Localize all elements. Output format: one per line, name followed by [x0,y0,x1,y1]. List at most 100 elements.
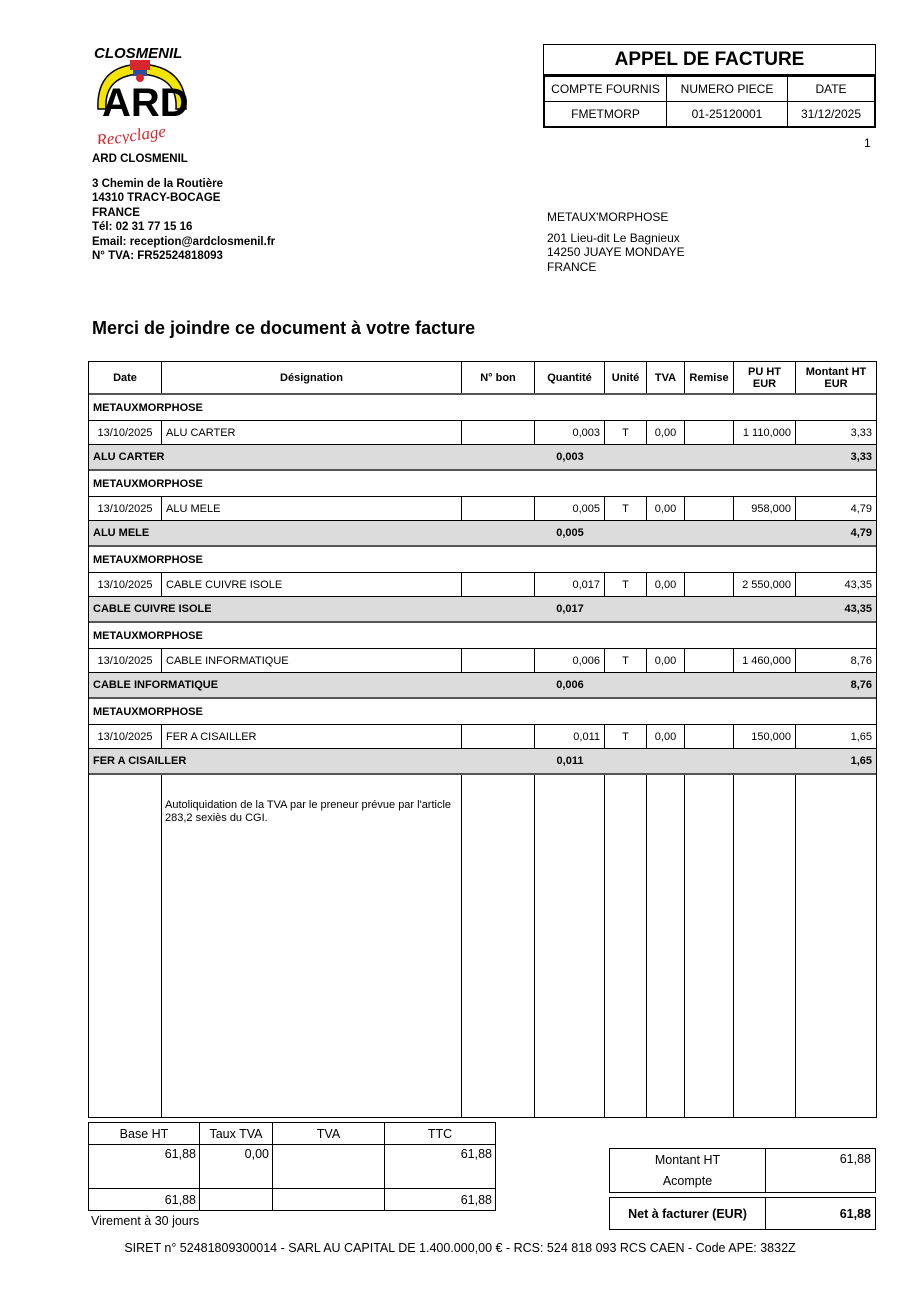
buyer-address1: 201 Lieu-dit Le Bagnieux [547,230,680,245]
subtotal-label: FER A CISAILLER [93,755,187,767]
subtotal-amount: 8,76 [850,679,872,691]
header-number: NUMERO PIECE [666,75,788,102]
totals-table: Montant HT Acompte 61,88 [609,1148,876,1193]
cell-pu: 2 550,000 [734,573,796,596]
subtotal-amount: 1,65 [850,755,872,767]
header-quantity: Quantité [535,362,605,393]
cell-remise [685,725,734,748]
column-divider [646,775,647,1118]
svg-text:ARD: ARD [102,81,189,125]
header-unit: Unité [605,362,647,393]
date-value: 31/12/2025 [787,100,875,127]
seller-country: FRANCE [92,206,140,219]
seller-info: ARD CLOSMENIL 3 Chemin de la Routière 14… [92,152,275,264]
cell-designation: CABLE INFORMATIQUE [162,649,462,672]
vat-note: Autoliquidation de la TVA par le preneur… [165,799,452,824]
table-row: 13/10/2025 CABLE CUIVRE ISOLE 0,017 T 0,00 2 … [89,573,876,597]
supplier-name: METAUXMORPHOSE [93,401,203,414]
cell-unit: T [605,649,647,672]
vat-rate: 0,00 [199,1144,273,1189]
cell-designation: FER A CISAILLER [162,725,462,748]
cell-designation: ALU MELE [162,497,462,520]
column-divider [161,775,162,1118]
subtotal-quantity: 0,006 [556,679,584,691]
cell-montant: 1,65 [850,730,872,743]
vat-header-tva: TVA [272,1122,385,1145]
montant-ht-value: 61,88 [839,1152,871,1166]
cell-pu: 958,000 [734,497,796,520]
cell-qty: 0,003 [535,421,605,444]
subtotal-row: ALU MELE 0,005 4,79 [89,521,876,547]
payment-terms: Virement à 30 jours [91,1214,200,1228]
montant-ht-label: Montant HT [654,1152,721,1167]
header-bon: N° bon [462,362,535,393]
seller-vat: N° TVA: FR52524818093 [92,250,223,262]
cell-montant: 43,35 [844,578,872,591]
cell-tva: 0,00 [647,725,685,748]
cell-remise [685,573,734,596]
cell-bon [462,497,535,520]
vat-base: 61,88 [88,1144,200,1189]
cell-qty: 0,011 [535,725,605,748]
subtotal-label: ALU CARTER [93,451,165,463]
seller-name: ARD CLOSMENIL [92,153,188,165]
column-divider [604,775,605,1118]
supplier-name: METAUXMORPHOSE [93,705,203,718]
subtotal-row: ALU CARTER 0,003 3,33 [89,445,876,471]
subtotal-label: ALU MELE [93,527,150,539]
acompte-label: Acompte [662,1173,713,1188]
supplier-row: METAUXMORPHOSE [89,547,876,573]
buyer-info: METAUX'MORPHOSE 201 Lieu-dit Le Bagnieux… [547,210,685,274]
vat-header-rate: Taux TVA [199,1122,273,1145]
cell-date: 13/10/2025 [89,725,162,748]
supplier-row: METAUXMORPHOSE [89,471,876,497]
supplier-name: METAUXMORPHOSE [93,629,203,642]
seller-address2: 14310 TRACY-BOCAGE [92,192,221,204]
subtotal-row: FER A CISAILLER 0,011 1,65 [89,749,876,775]
header-unit-price: PU HT EUR [734,362,796,393]
seller-address1: 3 Chemin de la Routière [92,177,224,190]
cell-qty: 0,006 [535,649,605,672]
supplier-row: METAUXMORPHOSE [89,699,876,725]
buyer-address2: 14250 JUAYE MONDAYE [547,245,685,259]
cell-tva: 0,00 [647,649,685,672]
vat-total-ttc: 61,88 [384,1188,496,1211]
subtotal-quantity: 0,005 [556,527,584,539]
cell-unit: T [605,573,647,596]
document-title: APPEL DE FACTURE [544,45,875,75]
column-divider [733,775,734,1118]
cell-remise [685,421,734,444]
header-remise: Remise [685,362,734,393]
line-items-table: Date Désignation N° bon Quantité Unité TVA Rem… [88,361,877,1118]
table-row: 13/10/2025 FER A CISAILLER 0,011 T 0,00 150,0… [89,725,876,749]
supplier-row: METAUXMORPHOSE [89,395,876,421]
header-account: COMPTE FOURNIS [544,75,667,102]
header-date: DATE [787,75,875,102]
header-designation: Désignation [162,362,462,393]
subtotal-amount: 43,35 [844,603,872,615]
cell-unit: T [605,497,647,520]
supplier-name: METAUXMORPHOSE [93,477,203,490]
vat-summary-table: Base HT Taux TVA TVA TTC 61,88 0,00 61,8… [88,1122,496,1211]
cell-unit: T [605,421,647,444]
subtotal-row: CABLE CUIVRE ISOLE 0,017 43,35 [89,597,876,623]
header-tva: TVA [647,362,685,393]
subtotal-label: CABLE CUIVRE ISOLE [93,603,212,615]
column-divider [795,775,796,1118]
vat-ttc: 61,88 [384,1144,496,1189]
table-header-row: Date Désignation N° bon Quantité Unité TVA Rem… [89,362,876,395]
vat-header-base: Base HT [88,1122,200,1145]
net-label: Net à facturer (EUR) [609,1197,766,1230]
cell-unit: T [605,725,647,748]
cell-designation: CABLE CUIVRE ISOLE [162,573,462,596]
cell-bon [462,725,535,748]
cell-date: 13/10/2025 [89,649,162,672]
vat-amount [272,1144,385,1189]
number-value: 01-25120001 [666,100,788,127]
cell-pu: 1 110,000 [734,421,796,444]
table-row: 13/10/2025 ALU MELE 0,005 T 0,00 958,000 4,79 [89,497,876,521]
column-divider [684,775,685,1118]
net-total-table: Net à facturer (EUR) 61,88 [609,1197,876,1230]
legal-footer: SIRET n° 52481809300014 - SARL AU CAPITA… [124,1241,796,1255]
vat-header-ttc: TTC [384,1122,496,1145]
